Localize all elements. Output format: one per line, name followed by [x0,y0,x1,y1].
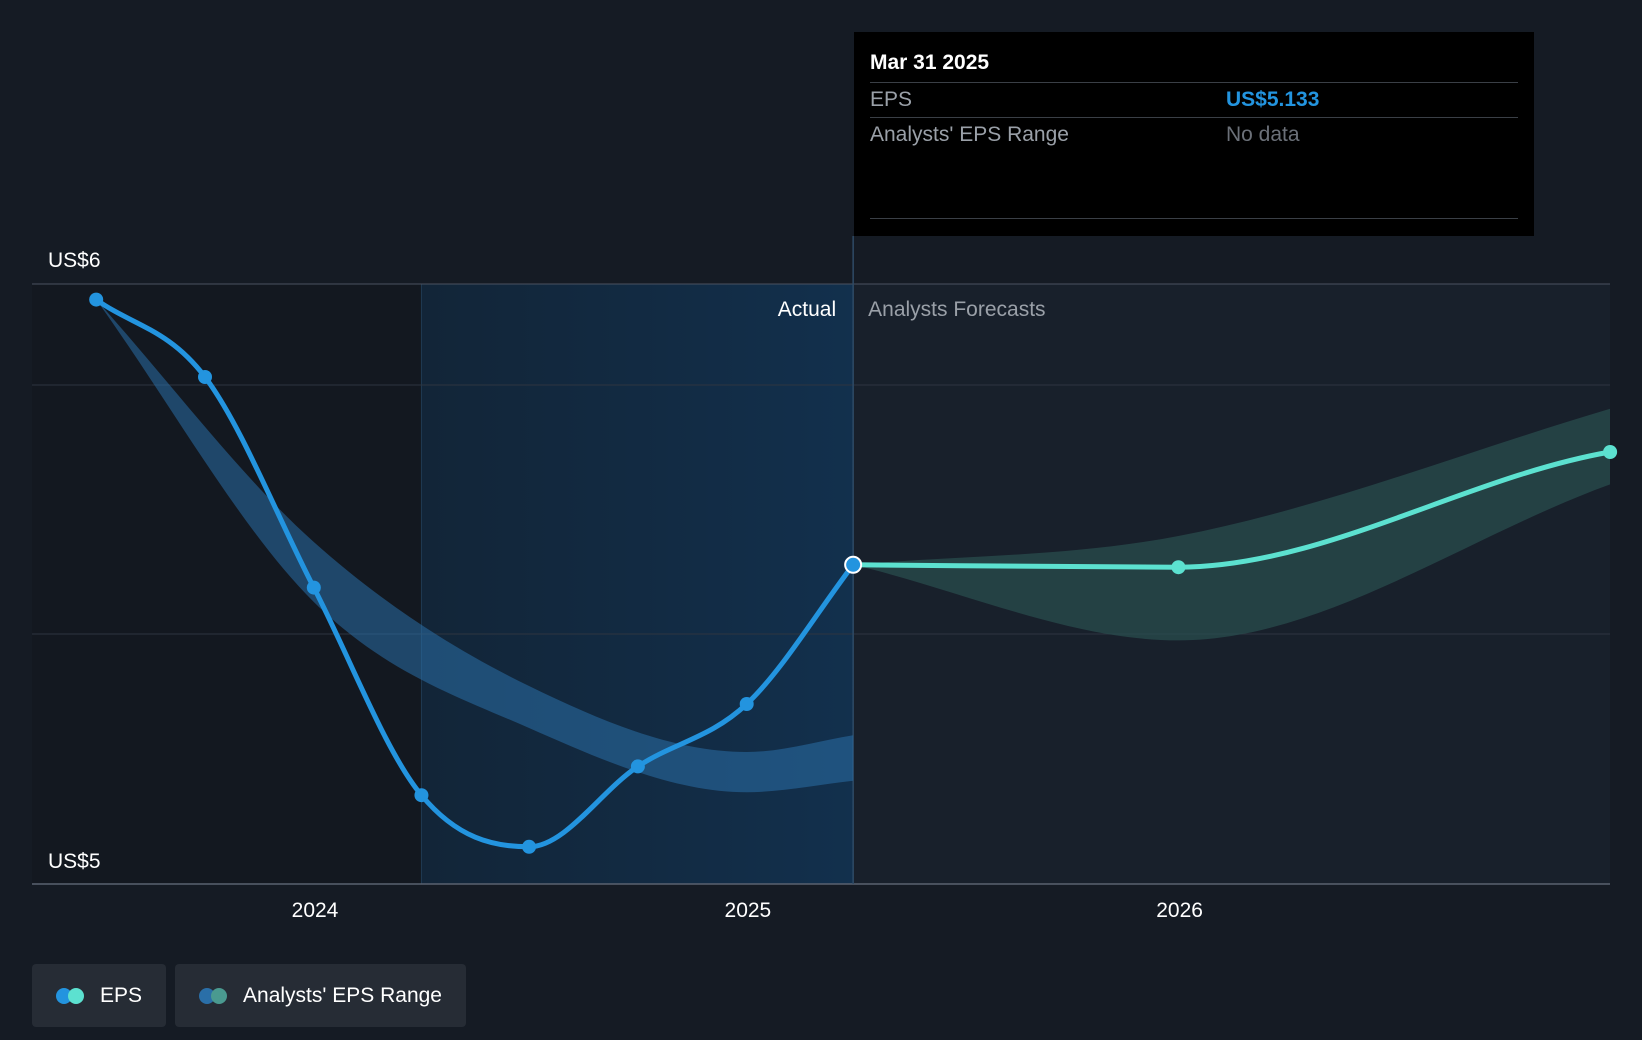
eps-range-band-forecast [853,408,1611,641]
eps-actual-point-1 [198,370,213,384]
tooltip-range-label: Analysts' EPS Range [870,123,1069,146]
chart-legend: EPS Analysts' EPS Range [32,964,466,1027]
eps-legend-icon [56,987,86,1004]
eps-forecast-point-2 [1603,445,1618,459]
legend-dot-range-forecast [211,987,228,1004]
eps-actual-point-5 [630,759,645,774]
legend-dot-forecast [68,987,84,1004]
eps-actual-point-4 [522,839,537,854]
chart-tooltip: Mar 31 2025 EPS US$5.133 Analysts' EPS R… [854,32,1534,236]
tooltip-date: Mar 31 2025 [870,48,1518,83]
eps-range-band-past [96,299,854,793]
eps-forecast-point-1 [1171,560,1186,575]
tooltip-eps-label: EPS [870,88,913,111]
actual-region-bg [421,284,854,884]
tooltip-eps-value: US$5.133 [1226,88,1320,111]
legend-range-toggle[interactable]: Analysts' EPS Range [175,964,466,1027]
eps-actual-line [93,297,856,850]
eps-actual-point-2 [306,580,321,595]
x-tick-label-2026: 2026 [1156,899,1203,922]
eps-actual-point-6 [739,697,754,711]
y-label-max: US$6 [48,249,101,272]
legend-eps-toggle[interactable]: EPS [32,964,167,1027]
legend-range-label: Analysts' EPS Range [243,983,442,1007]
eps-actual-point-0 [89,292,104,307]
highlight-point [844,555,863,574]
x-tick-label-2024: 2024 [292,899,339,922]
tooltip-eps-row: EPS US$5.133 [870,83,1518,118]
tooltip-range-value: No data [1226,123,1300,146]
forecast-label: Analysts Forecasts [868,298,1045,321]
y-label-min: US$5 [48,850,101,873]
tooltip-range-row: Analysts' EPS Range No data [870,118,1518,152]
actual-label: Actual [778,298,836,321]
x-tick-label-2025: 2025 [725,899,772,922]
range-legend-icon [199,987,229,1004]
legend-eps-label: EPS [100,983,143,1007]
tooltip-divider [870,218,1518,219]
eps-actual-point-3 [414,788,429,803]
